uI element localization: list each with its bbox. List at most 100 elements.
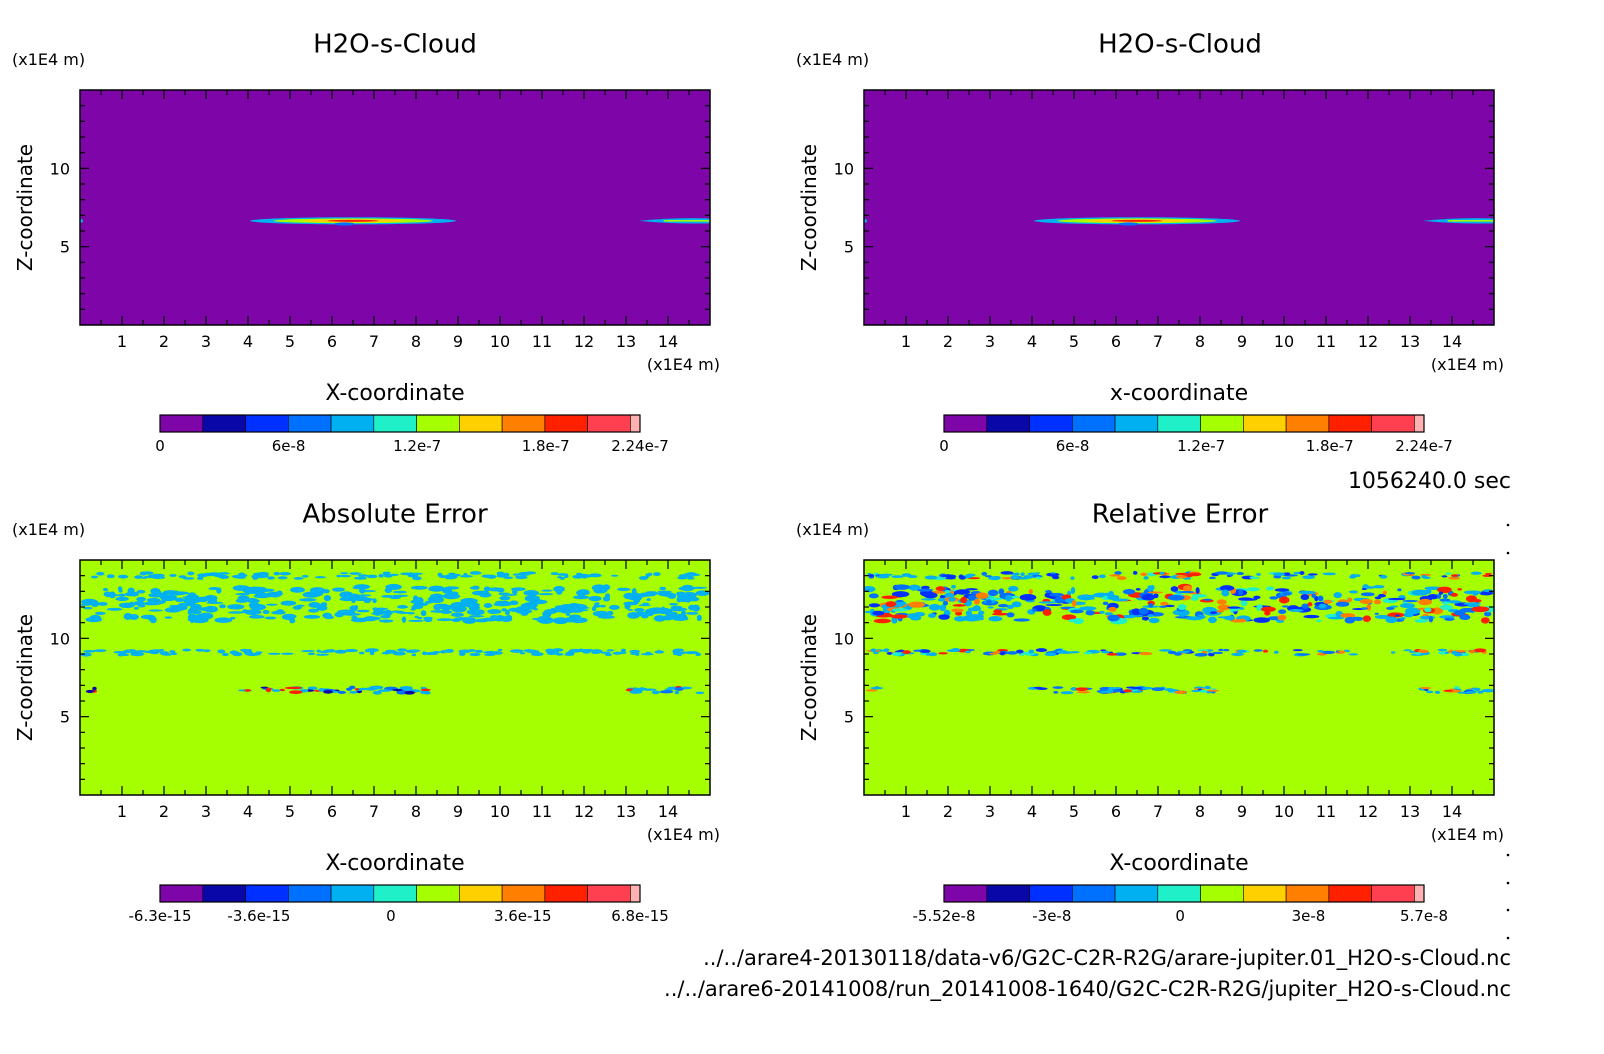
error-speckle — [891, 608, 908, 612]
y-tick-label: 5 — [844, 238, 854, 257]
error-speckle — [1361, 587, 1367, 591]
error-speckle — [868, 593, 879, 599]
error-speckle — [924, 575, 938, 580]
error-speckle — [920, 652, 927, 656]
error-speckle — [1000, 571, 1014, 575]
error-speckle — [1335, 601, 1350, 607]
error-speckle — [674, 690, 680, 695]
error-speckle — [1387, 597, 1406, 601]
error-speckle — [392, 590, 407, 594]
error-speckle — [1076, 691, 1091, 694]
error-speckle — [920, 598, 936, 601]
chart-panel-3: Absolute Error(x1E4 m)1 2 3 4 5 6 7 8 9 10 11 12 13 1… — [12, 500, 720, 926]
error-speckle — [948, 597, 956, 602]
x-unit-label: (x1E4 m) — [647, 825, 720, 844]
error-speckle — [1246, 587, 1260, 592]
error-speckle — [260, 686, 269, 689]
error-speckle — [912, 649, 922, 652]
error-speckle — [1045, 590, 1052, 594]
error-speckle — [262, 610, 270, 615]
error-speckle — [1227, 606, 1241, 609]
error-speckle — [349, 690, 359, 694]
error-speckle — [1484, 572, 1493, 575]
error-speckle — [873, 618, 891, 624]
error-speckle — [928, 652, 938, 657]
error-speckle — [1177, 604, 1187, 611]
x-tick-label: 13 — [616, 332, 636, 351]
error-speckle — [344, 575, 350, 578]
error-speckle — [1374, 612, 1380, 615]
error-speckle — [594, 602, 600, 605]
error-speckle — [1464, 691, 1477, 694]
colorbar-segment — [459, 414, 503, 433]
error-speckle — [952, 604, 966, 607]
error-speckle — [1480, 617, 1490, 624]
error-speckle — [1411, 575, 1421, 580]
error-speckle — [190, 608, 199, 615]
colorbar-tick-label: 3e-8 — [1292, 907, 1326, 925]
error-speckle — [289, 618, 296, 624]
error-speckle — [446, 604, 452, 609]
error-speckle — [1281, 592, 1292, 596]
error-speckle — [1348, 653, 1359, 656]
error-speckle — [872, 610, 885, 616]
error-speckle — [265, 688, 272, 693]
colorbar-segment — [1371, 884, 1415, 903]
error-speckle — [1099, 574, 1106, 579]
error-speckle — [588, 595, 602, 602]
error-speckle — [1317, 595, 1324, 602]
error-speckle — [554, 605, 570, 609]
error-speckle — [337, 690, 347, 694]
error-speckle — [1307, 573, 1318, 576]
error-speckle — [303, 614, 321, 619]
error-speckle — [1212, 651, 1224, 655]
error-speckle — [1020, 572, 1025, 577]
error-speckle — [93, 649, 107, 653]
error-speckle — [524, 571, 537, 575]
error-speckle — [471, 591, 488, 596]
error-speckle — [373, 607, 389, 611]
error-speckle — [146, 598, 161, 602]
error-speckle — [575, 609, 589, 612]
error-speckle — [1217, 604, 1231, 611]
heatmap-field — [864, 560, 1494, 795]
error-speckle — [908, 584, 921, 591]
error-speckle — [669, 607, 688, 612]
error-speckle — [1483, 611, 1492, 617]
error-speckle — [351, 600, 356, 603]
error-speckle — [1298, 590, 1316, 595]
error-speckle — [143, 575, 157, 578]
error-speckle — [1187, 572, 1202, 577]
error-speckle — [442, 593, 461, 600]
error-speckle — [1122, 589, 1136, 595]
colorbar-frame — [159, 884, 641, 903]
error-speckle — [1300, 594, 1310, 601]
colorbar-segment — [587, 884, 631, 903]
colorbar-tick-label: 0 — [386, 907, 396, 925]
error-speckle — [1278, 596, 1290, 604]
error-speckle — [1422, 576, 1431, 580]
error-speckle — [1019, 593, 1037, 601]
error-speckle — [672, 649, 681, 654]
error-speckle — [1264, 610, 1271, 616]
colorbar-segment — [1414, 884, 1425, 903]
error-speckle — [1316, 619, 1322, 623]
x-tick-label: 1 — [117, 802, 127, 821]
error-speckle — [204, 594, 218, 602]
colorbar-segment — [1029, 884, 1073, 903]
error-speckle — [1281, 576, 1292, 580]
error-speckle — [1135, 587, 1141, 591]
colorbar-segment — [202, 884, 246, 903]
error-speckle — [444, 586, 460, 590]
error-speckle — [1399, 603, 1415, 609]
error-speckle — [1353, 618, 1363, 621]
x-tick-label: 5 — [1069, 802, 1079, 821]
error-speckle — [244, 609, 262, 616]
error-speckle — [392, 688, 403, 692]
error-speckle — [959, 575, 966, 580]
error-speckle — [1272, 572, 1286, 577]
error-speckle — [141, 571, 154, 575]
error-speckle — [902, 650, 911, 654]
error-speckle — [1038, 601, 1057, 604]
error-speckle — [1468, 649, 1476, 654]
